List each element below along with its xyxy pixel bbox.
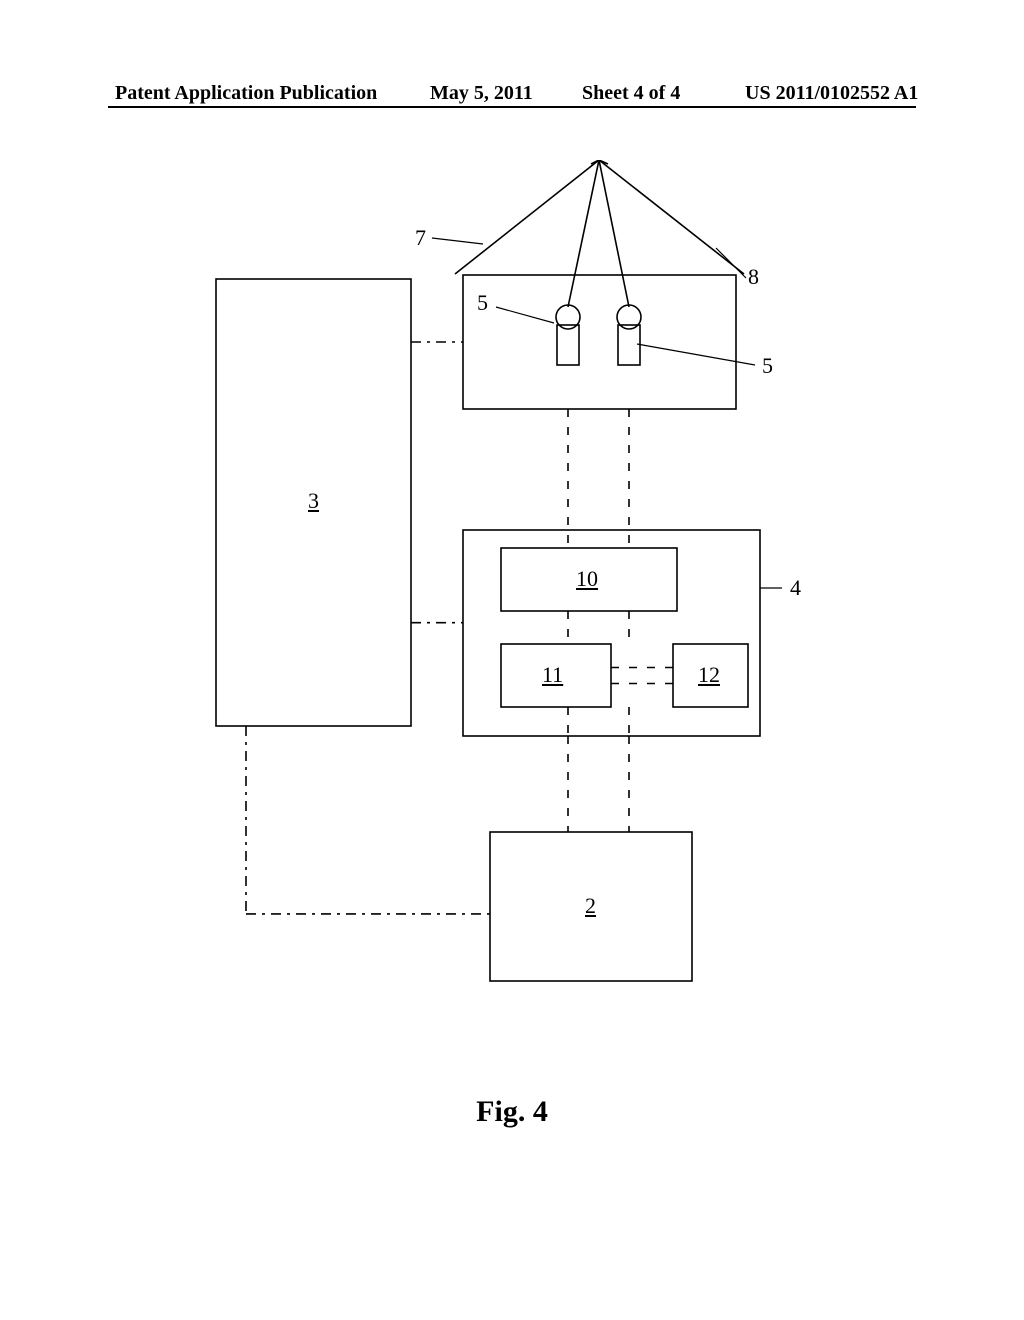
ref-10: 10 bbox=[576, 566, 598, 592]
figure-diagram: 7 8 5 5 3 4 10 11 12 2 bbox=[0, 160, 1024, 1080]
figure-caption: Fig. 4 bbox=[0, 1095, 1024, 1129]
ref-2: 2 bbox=[585, 893, 596, 919]
ref-5b: 5 bbox=[762, 353, 773, 379]
diagram-svg bbox=[0, 160, 1024, 1080]
ref-7: 7 bbox=[415, 225, 426, 251]
ref-12: 12 bbox=[698, 662, 720, 688]
header-rule bbox=[108, 106, 916, 108]
ref-8: 8 bbox=[748, 264, 759, 290]
header-sheet: Sheet 4 of 4 bbox=[582, 82, 680, 105]
ref-3: 3 bbox=[308, 488, 319, 514]
ref-5a: 5 bbox=[477, 290, 488, 316]
ref-4: 4 bbox=[790, 575, 801, 601]
header-publication-type: Patent Application Publication bbox=[115, 82, 377, 105]
header-date: May 5, 2011 bbox=[430, 82, 533, 105]
ref-11: 11 bbox=[542, 662, 563, 688]
page: Patent Application Publication May 5, 20… bbox=[0, 0, 1024, 1320]
header-pub-number: US 2011/0102552 A1 bbox=[745, 82, 918, 105]
